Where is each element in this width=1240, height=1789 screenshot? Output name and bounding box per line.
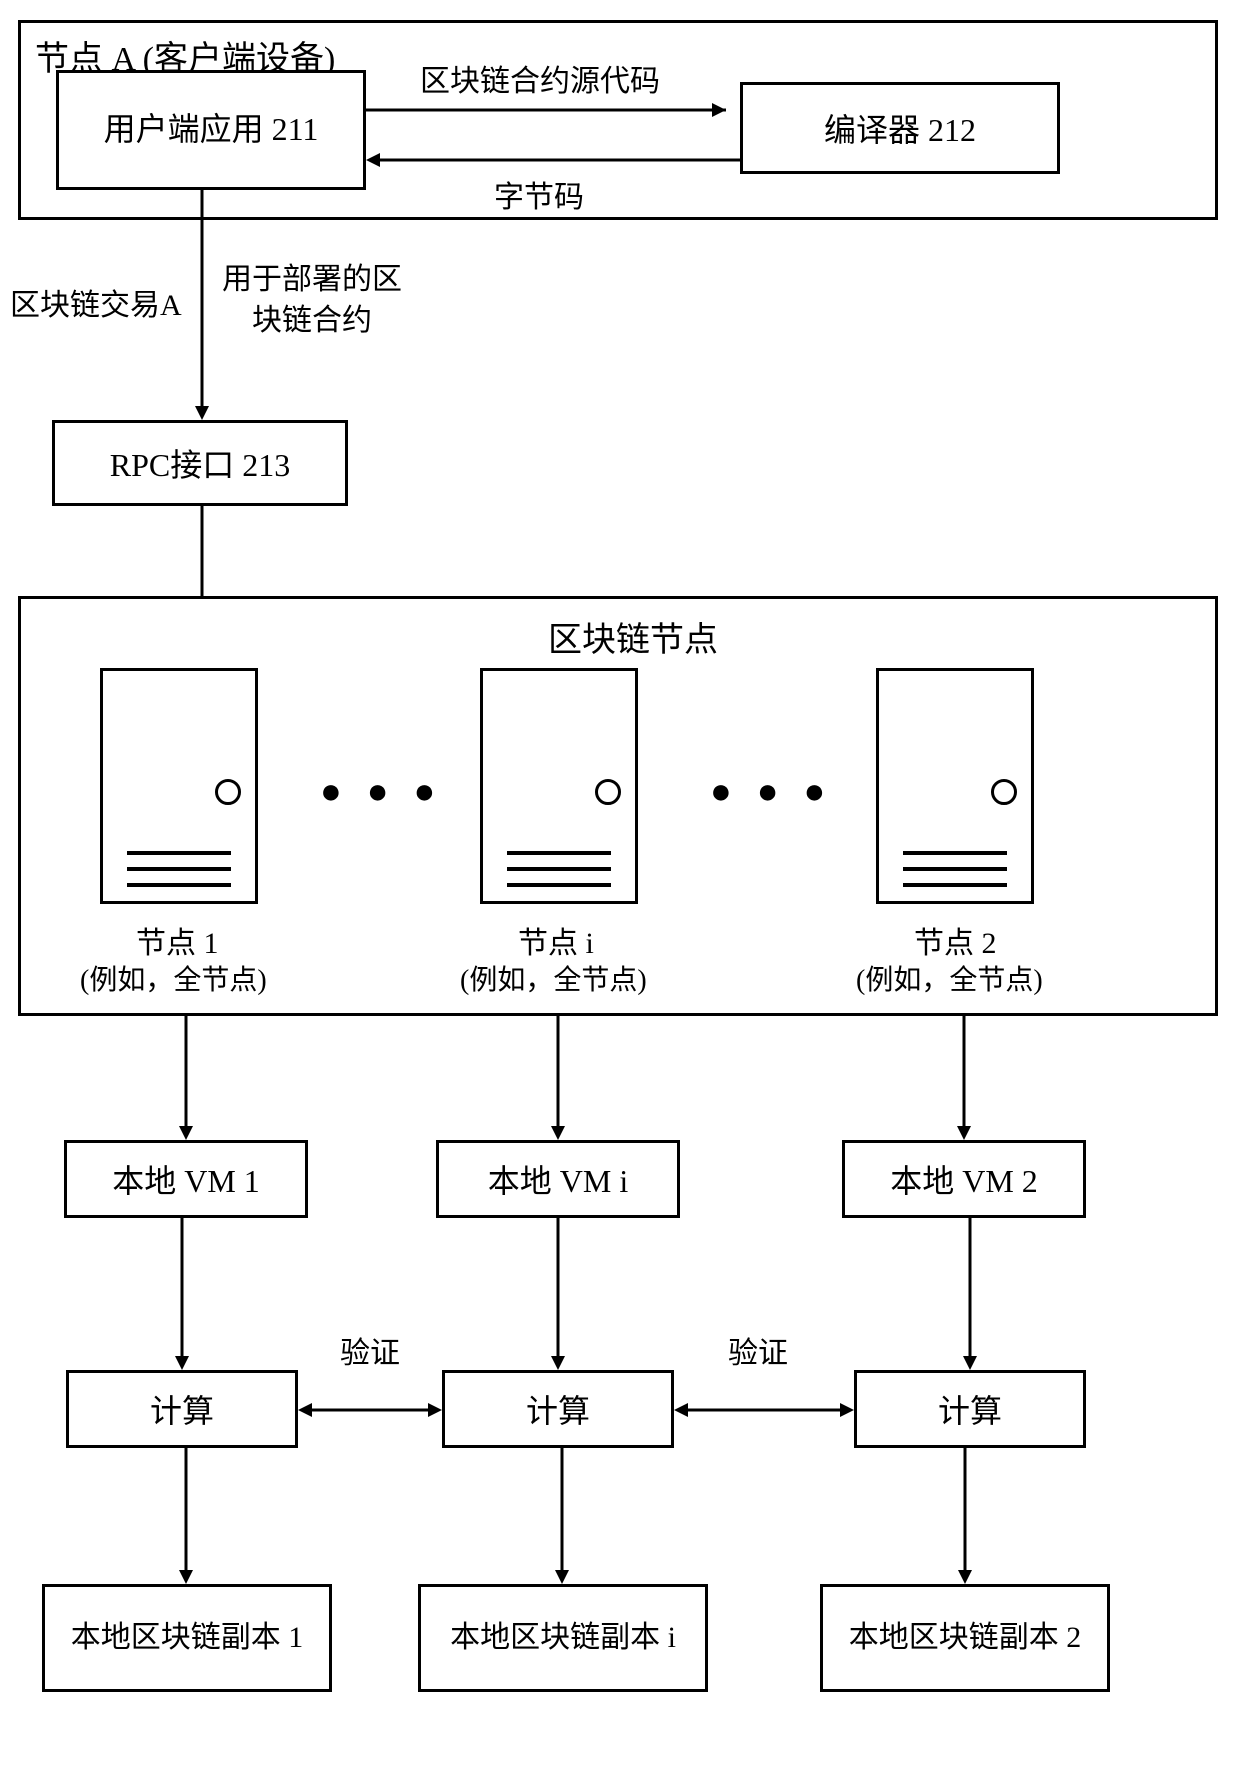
compiler-label: 编译器 212 — [824, 105, 976, 151]
arrow-vmi-calci — [548, 1218, 568, 1370]
server-node-2 — [876, 668, 1034, 904]
server-2-caption-2: (例如，全节点) — [856, 958, 1043, 998]
arrow-vm2-calc2 — [960, 1218, 980, 1370]
client-app-box: 用户端应用 211 — [56, 70, 366, 190]
server-i-caption-1: 节点 i — [518, 918, 594, 962]
tx-a-label: 区块链交易A — [10, 280, 182, 324]
arrow-app-to-rpc — [192, 190, 212, 420]
replica-i-box: 本地区块链副本 i — [418, 1584, 708, 1692]
vm-i-box: 本地 VM i — [436, 1140, 680, 1218]
rpc-label: RPC接口 213 — [110, 440, 291, 486]
server-i-caption-2: (例如，全节点) — [460, 958, 647, 998]
arrow-vm1-calc1 — [172, 1218, 192, 1370]
arrow-calc1-calci — [298, 1400, 442, 1420]
vm-2-box: 本地 VM 2 — [842, 1140, 1086, 1218]
calc-2-box: 计算 — [854, 1370, 1086, 1448]
server-node-1 — [100, 668, 258, 904]
vm-1-label: 本地 VM 1 — [112, 1156, 260, 1202]
dots-2: ● ● ● — [710, 770, 833, 812]
vm-2-label: 本地 VM 2 — [890, 1156, 1038, 1202]
compiler-box: 编译器 212 — [740, 82, 1060, 174]
vm-i-label: 本地 VM i — [488, 1156, 628, 1202]
arrow-calci-repi — [552, 1448, 572, 1584]
server-2-caption-1: 节点 2 — [914, 918, 997, 962]
blockchain-nodes-title: 区块链节点 — [548, 612, 718, 661]
replica-2-label: 本地区块链副本 2 — [849, 1618, 1082, 1659]
calc-1-label: 计算 — [150, 1386, 214, 1432]
arrow-calc2-rep2 — [955, 1448, 975, 1584]
vm-1-box: 本地 VM 1 — [64, 1140, 308, 1218]
arrow-node2-vm2 — [954, 1016, 974, 1140]
replica-1-box: 本地区块链副本 1 — [42, 1584, 332, 1692]
client-app-label: 用户端应用 211 — [104, 108, 319, 151]
arrow-node1-vm1 — [176, 1016, 196, 1140]
arrow-bottom-label: 字节码 — [494, 172, 584, 216]
replica-1-label: 本地区块链副本 1 — [71, 1618, 304, 1659]
server-1-caption-2: (例如，全节点) — [80, 958, 267, 998]
server-node-i — [480, 668, 638, 904]
calc-2-label: 计算 — [938, 1386, 1002, 1432]
calc-i-box: 计算 — [442, 1370, 674, 1448]
deploy-contract-label: 用于部署的区 块链合约 — [222, 260, 402, 341]
arrow-calci-calc2 — [674, 1400, 854, 1420]
calc-1-box: 计算 — [66, 1370, 298, 1448]
verify-label-2: 验证 — [728, 1328, 788, 1372]
rpc-box: RPC接口 213 — [52, 420, 348, 506]
dots-1: ● ● ● — [320, 770, 443, 812]
calc-i-label: 计算 — [526, 1386, 590, 1432]
arrow-calc1-rep1 — [176, 1448, 196, 1584]
server-1-caption-1: 节点 1 — [136, 918, 219, 962]
arrow-top-label: 区块链合约源代码 — [420, 56, 660, 100]
verify-label-1: 验证 — [340, 1328, 400, 1372]
arrow-nodei-vmi — [548, 1016, 568, 1140]
replica-2-box: 本地区块链副本 2 — [820, 1584, 1110, 1692]
replica-i-label: 本地区块链副本 i — [450, 1618, 676, 1659]
